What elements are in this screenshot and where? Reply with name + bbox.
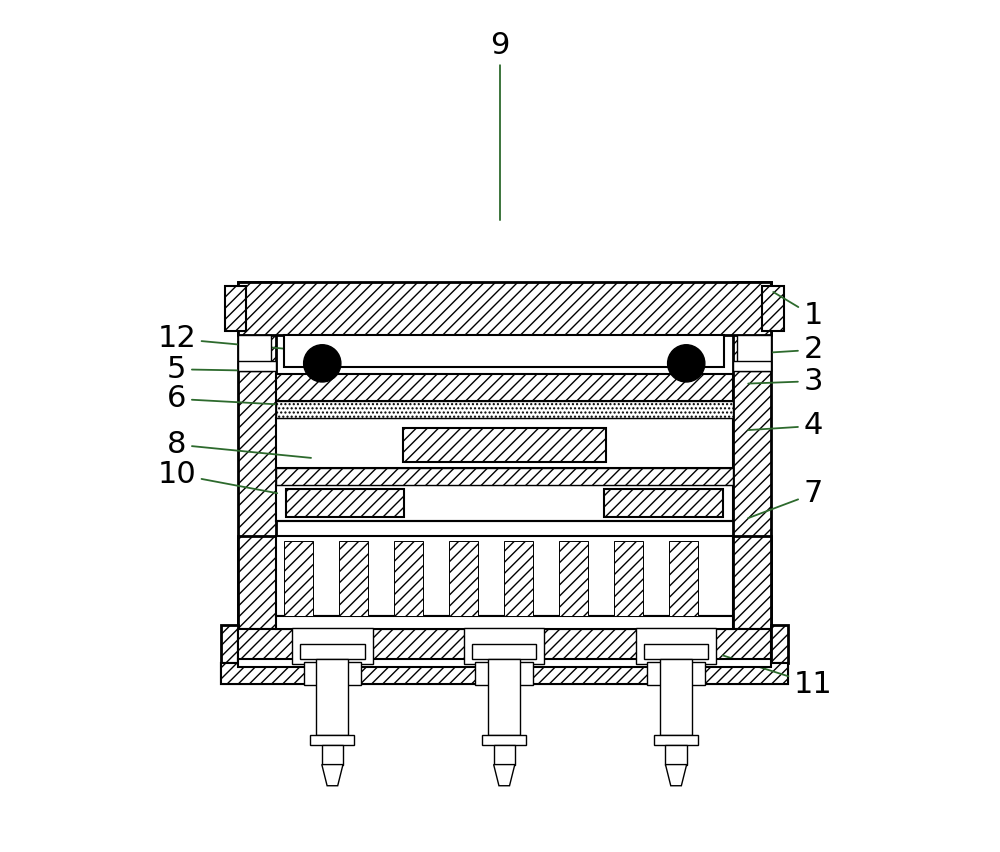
Bar [449,541,478,616]
Bar [475,662,533,685]
Text: 9: 9 [490,31,510,220]
Text: 10: 10 [157,460,277,493]
Text: 6: 6 [167,384,362,413]
Bar [464,628,544,664]
Bar [737,336,771,371]
Bar [238,361,276,371]
Text: 4: 4 [748,412,823,440]
Bar [494,746,515,764]
Bar [339,541,368,616]
Bar [221,663,788,684]
Bar [238,282,276,663]
Bar [614,541,643,616]
Bar [669,541,698,616]
Bar [665,746,687,764]
Bar [604,490,723,516]
Text: 8: 8 [167,430,311,459]
Bar [276,536,733,617]
Text: 7: 7 [748,479,823,518]
Text: 1: 1 [773,292,823,331]
Bar [292,628,373,664]
Bar [276,417,733,469]
Bar [276,486,733,521]
Bar [733,282,771,663]
Circle shape [304,345,341,382]
Polygon shape [322,764,343,786]
Bar [284,336,724,366]
Polygon shape [494,764,515,786]
Text: 5: 5 [167,354,269,383]
Bar [504,541,533,616]
Bar [660,659,692,735]
Bar [733,536,771,629]
Bar [559,541,588,616]
Bar [482,735,526,746]
Bar [276,373,733,400]
Bar [276,469,733,486]
Text: 2: 2 [748,336,823,365]
Bar [276,617,733,629]
Bar [762,286,784,331]
Text: 12: 12 [157,325,294,354]
Bar [316,659,348,735]
Bar [636,628,716,664]
Bar [238,336,271,371]
Bar [488,659,520,735]
Bar [238,629,771,663]
Bar [310,735,354,746]
Polygon shape [665,764,687,786]
Bar [322,746,343,764]
Bar [472,643,536,659]
Bar [276,400,733,417]
Bar [644,643,708,659]
Bar [238,629,771,663]
Text: 3: 3 [748,366,823,395]
Bar [284,541,313,616]
Bar [647,662,705,685]
Bar [221,663,788,684]
Bar [286,490,404,516]
Bar [238,282,771,336]
Bar [304,662,361,685]
Bar [238,659,771,667]
Bar [654,735,698,746]
Circle shape [668,345,705,382]
Bar [771,625,788,663]
Text: 11: 11 [723,655,833,699]
Bar [238,536,276,629]
Bar [394,541,423,616]
Bar [733,361,771,371]
Bar [300,643,365,659]
Bar [225,286,246,331]
Bar [403,428,606,462]
Bar [221,625,238,663]
